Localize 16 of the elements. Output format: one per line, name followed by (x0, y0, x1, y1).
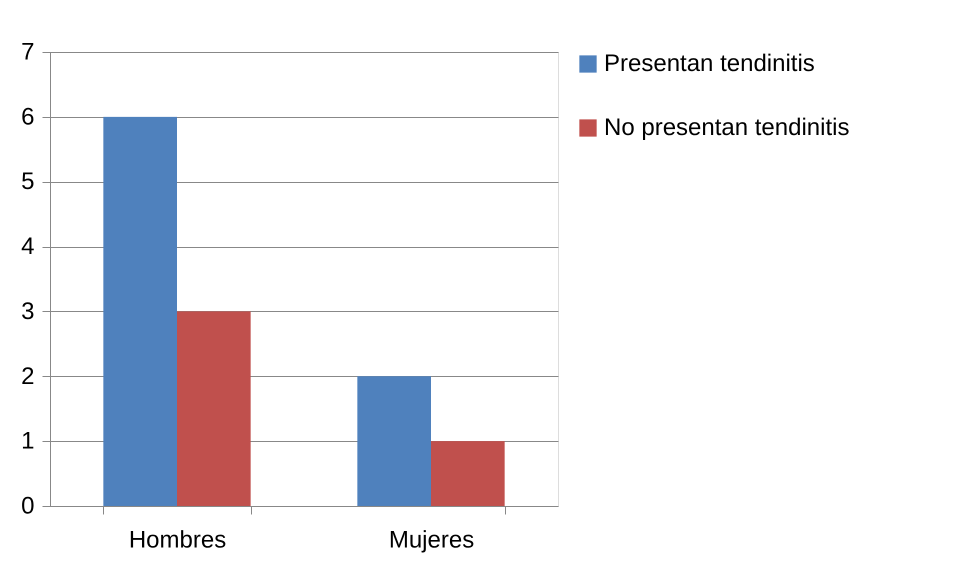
bar (431, 441, 505, 506)
y-tick-label: 4 (21, 233, 34, 260)
y-tick-label: 0 (21, 492, 34, 520)
bar (177, 311, 251, 506)
y-tick-label: 7 (21, 38, 34, 66)
bar (103, 116, 177, 506)
y-tick-label: 6 (21, 103, 34, 130)
bar (357, 376, 431, 506)
y-tick-label: 1 (21, 428, 34, 455)
x-tick-label: Mujeres (388, 526, 474, 554)
y-tick-label: 5 (21, 168, 34, 196)
legend-label: Presentan tendinitis (604, 50, 815, 77)
x-tick-label: Hombres (128, 526, 226, 554)
y-tick-label: 2 (21, 362, 34, 390)
legend-label: No presentan tendinitis (604, 114, 850, 141)
y-tick-label: 3 (21, 298, 34, 325)
